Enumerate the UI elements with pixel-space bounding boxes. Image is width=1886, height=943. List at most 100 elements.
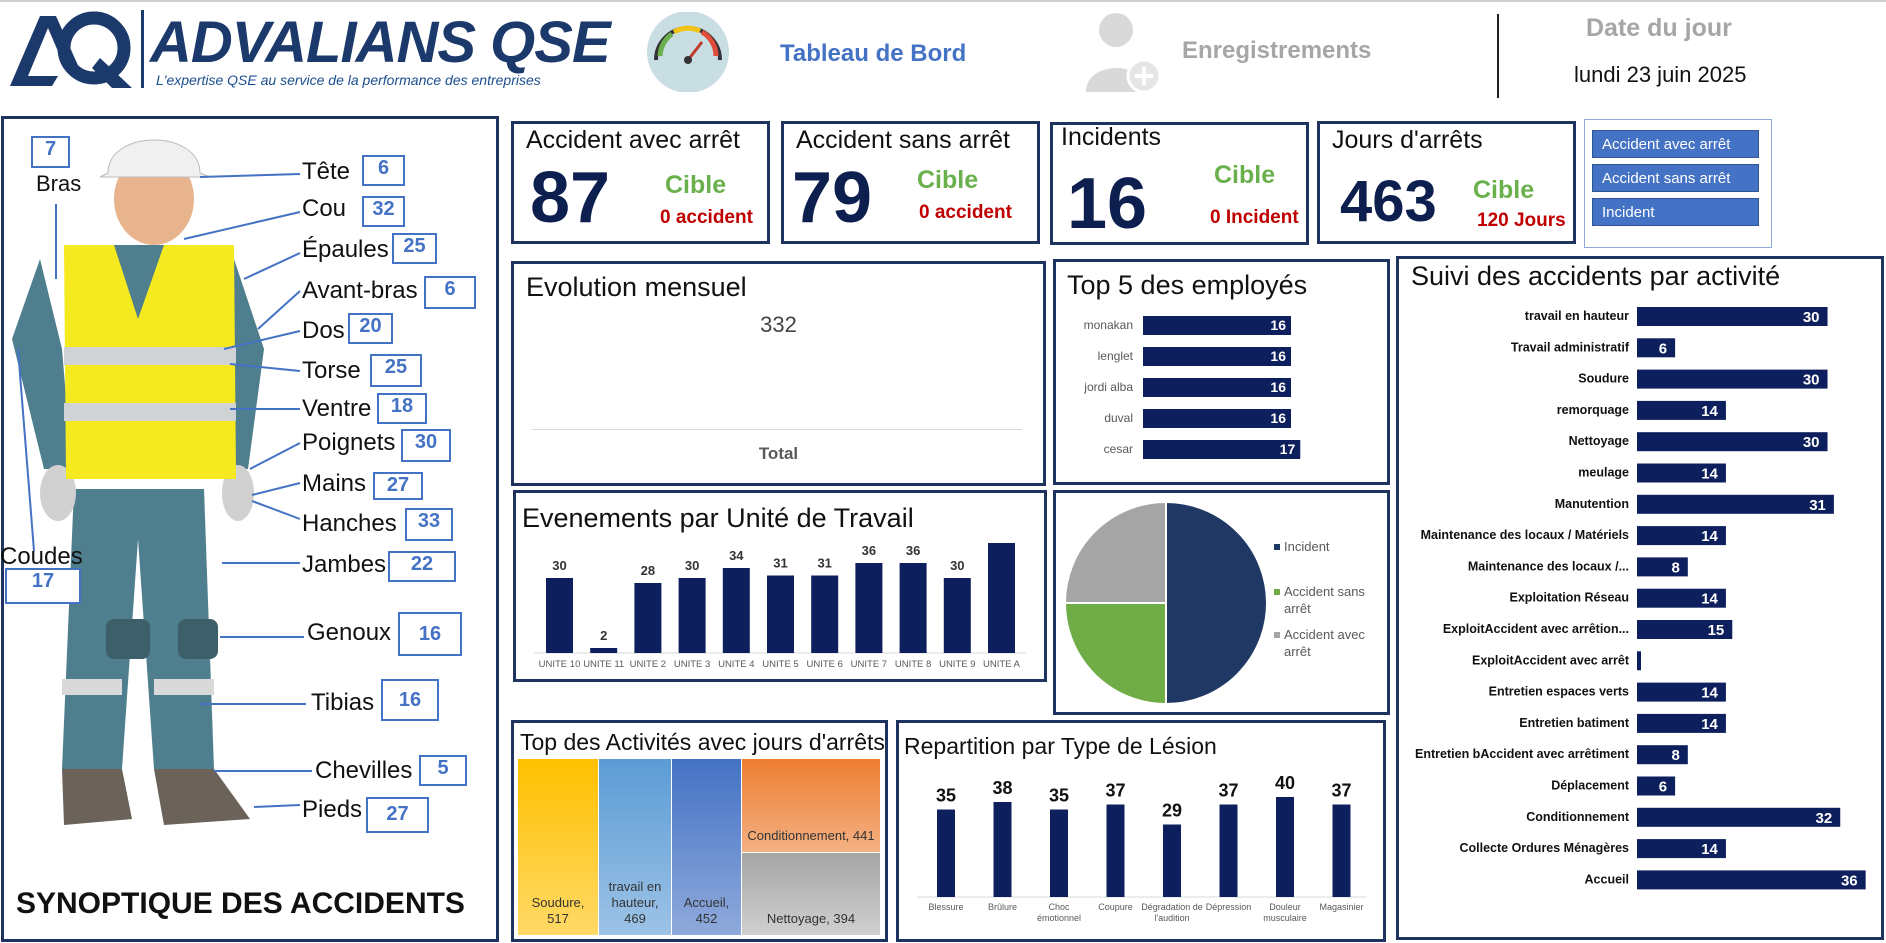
- top5-category-label: duval: [1104, 411, 1133, 425]
- activity-category-label: Exploitation Réseau: [1510, 591, 1629, 605]
- activity-category-label: Entretien espaces verts: [1489, 685, 1629, 699]
- activity-category-label: ExploitAccident avec arrêt: [1472, 653, 1630, 667]
- body-label-tibias: Tibias: [311, 689, 375, 716]
- body-value-chevilles: 5: [419, 755, 467, 786]
- lesion-data-label: 35: [936, 786, 956, 806]
- top5-data-label: 16: [1270, 317, 1286, 333]
- top5-data-label: 16: [1270, 379, 1286, 395]
- treemap-cell: Accueil, 452: [672, 759, 741, 935]
- lesion-data-label: 35: [1049, 786, 1069, 806]
- pie-slice: [1063, 500, 1167, 604]
- body-label-dos: Dos: [302, 317, 345, 344]
- units-data-label: 2: [600, 628, 607, 643]
- top5-bar: [1143, 347, 1291, 366]
- body-value-pieds: 27: [366, 797, 429, 833]
- activity-category-label: Maintenance des locaux / Matériels: [1421, 528, 1629, 542]
- slicer-accident-sans-arret[interactable]: Accident sans arrêt: [1592, 164, 1759, 192]
- activity-data-label: 8: [1671, 559, 1679, 576]
- lesion-category-label: Blessure: [928, 902, 963, 912]
- activity-data-label: 14: [1701, 841, 1718, 858]
- evolution-title: Evolution mensuel: [526, 272, 747, 302]
- activity-bar: [1637, 745, 1688, 765]
- activity-category-label: Déplacement: [1551, 779, 1630, 793]
- top5-data-label: 17: [1280, 441, 1296, 457]
- treemap-cell-label: Accueil, 452: [683, 895, 730, 926]
- body-label-avant-bras: Avant-bras: [302, 277, 418, 304]
- units-category-label: UNITE A: [983, 659, 1021, 670]
- body-value-avant-bras: 6: [424, 276, 476, 309]
- body-value-dos: 20: [348, 313, 393, 344]
- kpi-title: Accident sans arrêt: [796, 126, 1010, 154]
- units-bar: [855, 563, 883, 653]
- brand-name: ADVALIANS QSE: [150, 10, 611, 75]
- activity-category-label: Manutention: [1555, 497, 1629, 511]
- lesion-category-label: Magasinier: [1319, 902, 1363, 912]
- activity-chart: travail en hauteur 30 Travail administrati…: [1415, 307, 1866, 890]
- body-label-torse: Torse: [302, 357, 361, 384]
- add-user-icon[interactable]: [1082, 6, 1162, 94]
- units-category-label: UNITE 11: [583, 659, 624, 670]
- lesion-data-label: 38: [992, 778, 1012, 798]
- treemap-cell: Soudure, 517: [518, 759, 598, 935]
- body-value-hanches: 33: [405, 508, 453, 541]
- slicer-accident-avec-arret[interactable]: Accident avec arrêt: [1592, 130, 1759, 158]
- activity-category-label: Entretien batiment: [1519, 716, 1630, 730]
- lesion-bar: [1106, 804, 1125, 897]
- dashboard-gauge-icon[interactable]: [646, 12, 730, 92]
- activity-title: Suivi des accidents par activité: [1411, 261, 1781, 291]
- activity-data-label: 32: [1816, 810, 1833, 827]
- nav-dashboard-link[interactable]: Tableau de Bord: [780, 40, 967, 67]
- body-value-genoux: 16: [398, 612, 462, 656]
- lesion-bar: [1332, 804, 1351, 897]
- lesion-category-label: Dépression: [1206, 902, 1252, 912]
- body-label-epaules: Épaules: [302, 236, 389, 263]
- units-category-label: UNITE 10: [539, 659, 581, 670]
- units-bar: [634, 583, 662, 653]
- lesion-category-label-cont: musculaire: [1263, 913, 1307, 923]
- pie-legend-label: Accident avec: [1284, 627, 1365, 642]
- pie-panel: Incident Accident sans arrêt Accident avec a…: [1053, 490, 1390, 715]
- kpi-value: 16: [1067, 164, 1148, 244]
- top5-bar: [1143, 440, 1301, 459]
- top5-bar: [1143, 378, 1291, 397]
- body-value-jambes: 22: [388, 551, 456, 582]
- lesion-bar: [937, 809, 955, 897]
- top5-data-label: 16: [1270, 410, 1286, 426]
- body-label-tete: Tête: [302, 158, 351, 185]
- units-category-label: UNITE 8: [895, 659, 931, 670]
- body-label-genoux: Genoux: [307, 619, 392, 646]
- units-chart: 30 UNITE 10 2 UNITE 11 28 UNITE 2 30 UNITE 3 34 U…: [534, 537, 1026, 670]
- activity-data-label: 14: [1701, 528, 1718, 545]
- treemap-cell: travail en hauteur, 469: [599, 759, 671, 935]
- activity-data-label: 30: [1803, 372, 1820, 389]
- top5-category-label: jordi alba: [1083, 380, 1133, 394]
- activity-bar: [1637, 682, 1726, 702]
- body-label-pieds: Pieds: [302, 796, 363, 823]
- lesion-category-label-cont: émotionnel: [1037, 913, 1081, 923]
- lesion-data-label: 40: [1275, 773, 1295, 793]
- activity-category-label: Travail administratif: [1511, 340, 1630, 354]
- top5-employees-panel: Top 5 des employés monakan 16 lenglet 16 jor…: [1053, 259, 1390, 485]
- activity-data-label: 14: [1701, 403, 1718, 420]
- activity-data-label: 8: [1671, 747, 1679, 764]
- lesion-bar: [993, 802, 1012, 897]
- body-value-mains: 27: [373, 472, 423, 500]
- header-separator: [1497, 14, 1499, 98]
- activity-bar: [1637, 307, 1828, 326]
- activity-bar: [1637, 713, 1726, 733]
- body-connector-lines: [17, 173, 312, 808]
- body-label-coudes: Coudes: [0, 543, 83, 570]
- activity-data-label: 14: [1701, 591, 1718, 608]
- body-label-poignets: Poignets: [302, 429, 396, 456]
- slicer-incident[interactable]: Incident: [1592, 198, 1759, 226]
- activity-category-label: Collecte Ordures Ménagères: [1459, 841, 1629, 855]
- units-data-label: 34: [729, 548, 744, 563]
- lesion-category-label-cont: l'audition: [1154, 913, 1189, 923]
- nav-records-link[interactable]: Enregistrements: [1182, 37, 1372, 64]
- activity-bar: [1637, 807, 1841, 827]
- lesion-panel: Repartition par Type de Lésion 35 Blessur…: [896, 720, 1386, 942]
- activity-bar: [1637, 557, 1688, 577]
- body-value-tibias: 16: [381, 679, 439, 721]
- kpi-target: 0 accident: [660, 207, 753, 228]
- kpi-card-jours-arrets: Jours d'arrêts 463 Cible 120 Jours: [1317, 121, 1576, 244]
